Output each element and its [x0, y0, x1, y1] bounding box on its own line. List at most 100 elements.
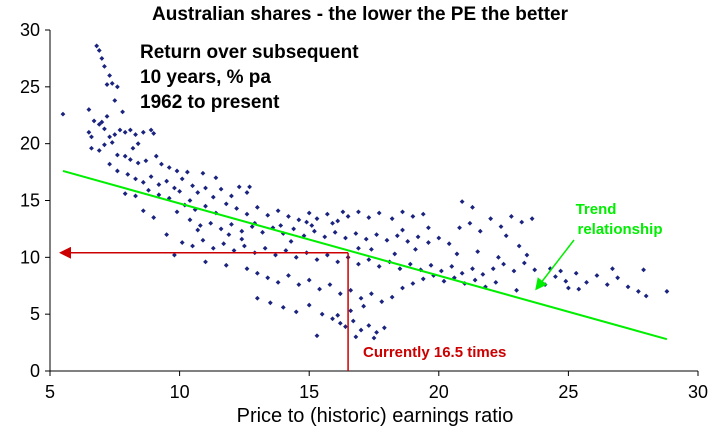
data-point: [86, 129, 92, 135]
data-point: [234, 206, 240, 211]
data-point: [426, 225, 431, 231]
x-tick-label: 15: [299, 382, 319, 402]
data-point: [96, 148, 102, 153]
data-point: [102, 126, 107, 132]
data-point: [413, 246, 418, 252]
data-point: [265, 212, 271, 218]
data-point: [405, 239, 411, 244]
data-point: [394, 233, 400, 239]
data-point: [60, 111, 66, 117]
data-point: [356, 261, 361, 267]
data-point: [459, 199, 465, 205]
data-point: [317, 286, 322, 292]
data-point: [335, 312, 341, 318]
note-line-1: Return over subsequent: [140, 42, 359, 63]
data-point: [96, 48, 102, 53]
y-tick-label: 30: [20, 20, 40, 40]
data-point: [415, 234, 421, 240]
data-point: [542, 282, 548, 288]
data-point: [114, 84, 120, 90]
data-point: [89, 134, 94, 140]
data-point: [184, 169, 190, 175]
data-point: [229, 221, 234, 227]
data-point: [348, 287, 354, 293]
data-point: [376, 264, 382, 269]
data-point: [454, 251, 460, 257]
data-point: [350, 318, 356, 324]
data-point: [120, 109, 125, 115]
data-point: [470, 204, 475, 210]
data-point: [99, 56, 105, 61]
data-point: [558, 268, 564, 274]
x-tick-label: 5: [45, 382, 55, 402]
data-point: [112, 98, 118, 103]
data-point: [353, 334, 359, 340]
data-point: [260, 229, 265, 235]
data-point: [488, 216, 494, 222]
data-point: [369, 246, 374, 252]
data-point: [392, 251, 398, 257]
data-point: [389, 294, 395, 300]
data-point: [114, 168, 120, 174]
data-point: [330, 220, 335, 226]
data-point: [122, 153, 128, 159]
data-point: [239, 236, 245, 242]
data-point: [291, 226, 297, 232]
data-point: [143, 158, 149, 164]
data-point: [446, 241, 452, 247]
data-point: [470, 266, 475, 272]
data-point: [293, 309, 299, 315]
data-point: [459, 270, 465, 276]
data-point: [532, 267, 538, 273]
data-point: [280, 304, 286, 310]
data-point: [133, 132, 138, 137]
data-point: [229, 193, 234, 199]
data-point: [374, 329, 379, 335]
data-point: [304, 219, 310, 225]
data-point: [343, 235, 348, 241]
data-point: [319, 311, 325, 317]
data-point: [366, 257, 372, 263]
data-point: [133, 176, 138, 182]
data-point: [221, 241, 227, 247]
data-point: [524, 252, 530, 258]
data-point: [327, 282, 333, 288]
data-point: [187, 217, 193, 223]
data-point: [148, 174, 154, 180]
data-point: [449, 264, 455, 269]
data-point: [200, 237, 206, 243]
x-axis-label: Price to (historic) earnings ratio: [236, 405, 514, 427]
data-point: [436, 235, 442, 241]
data-point: [218, 226, 224, 232]
data-point: [625, 284, 631, 290]
data-point: [407, 261, 413, 267]
current-pe-label: Currently 16.5 times: [363, 344, 506, 361]
data-point: [187, 198, 193, 203]
data-point: [122, 129, 128, 135]
data-point: [410, 281, 416, 286]
data-point: [109, 140, 115, 145]
y-tick-label: 0: [30, 361, 40, 381]
data-point: [164, 178, 170, 184]
data-point: [218, 186, 224, 192]
data-point: [159, 161, 164, 167]
data-point: [96, 121, 102, 127]
data-point: [438, 268, 444, 274]
data-point: [641, 267, 646, 273]
data-point: [148, 127, 154, 133]
data-point: [496, 254, 501, 260]
data-point: [190, 243, 195, 249]
data-point: [324, 252, 330, 258]
data-point: [172, 185, 177, 191]
data-point: [262, 245, 268, 251]
data-point: [89, 145, 94, 151]
data-point: [514, 287, 519, 293]
data-point: [356, 245, 361, 251]
data-point: [286, 273, 291, 278]
data-point: [467, 220, 473, 226]
data-point: [400, 227, 405, 233]
data-point: [288, 239, 294, 244]
data-point: [511, 268, 517, 274]
data-point: [475, 249, 481, 255]
data-point: [420, 211, 426, 217]
